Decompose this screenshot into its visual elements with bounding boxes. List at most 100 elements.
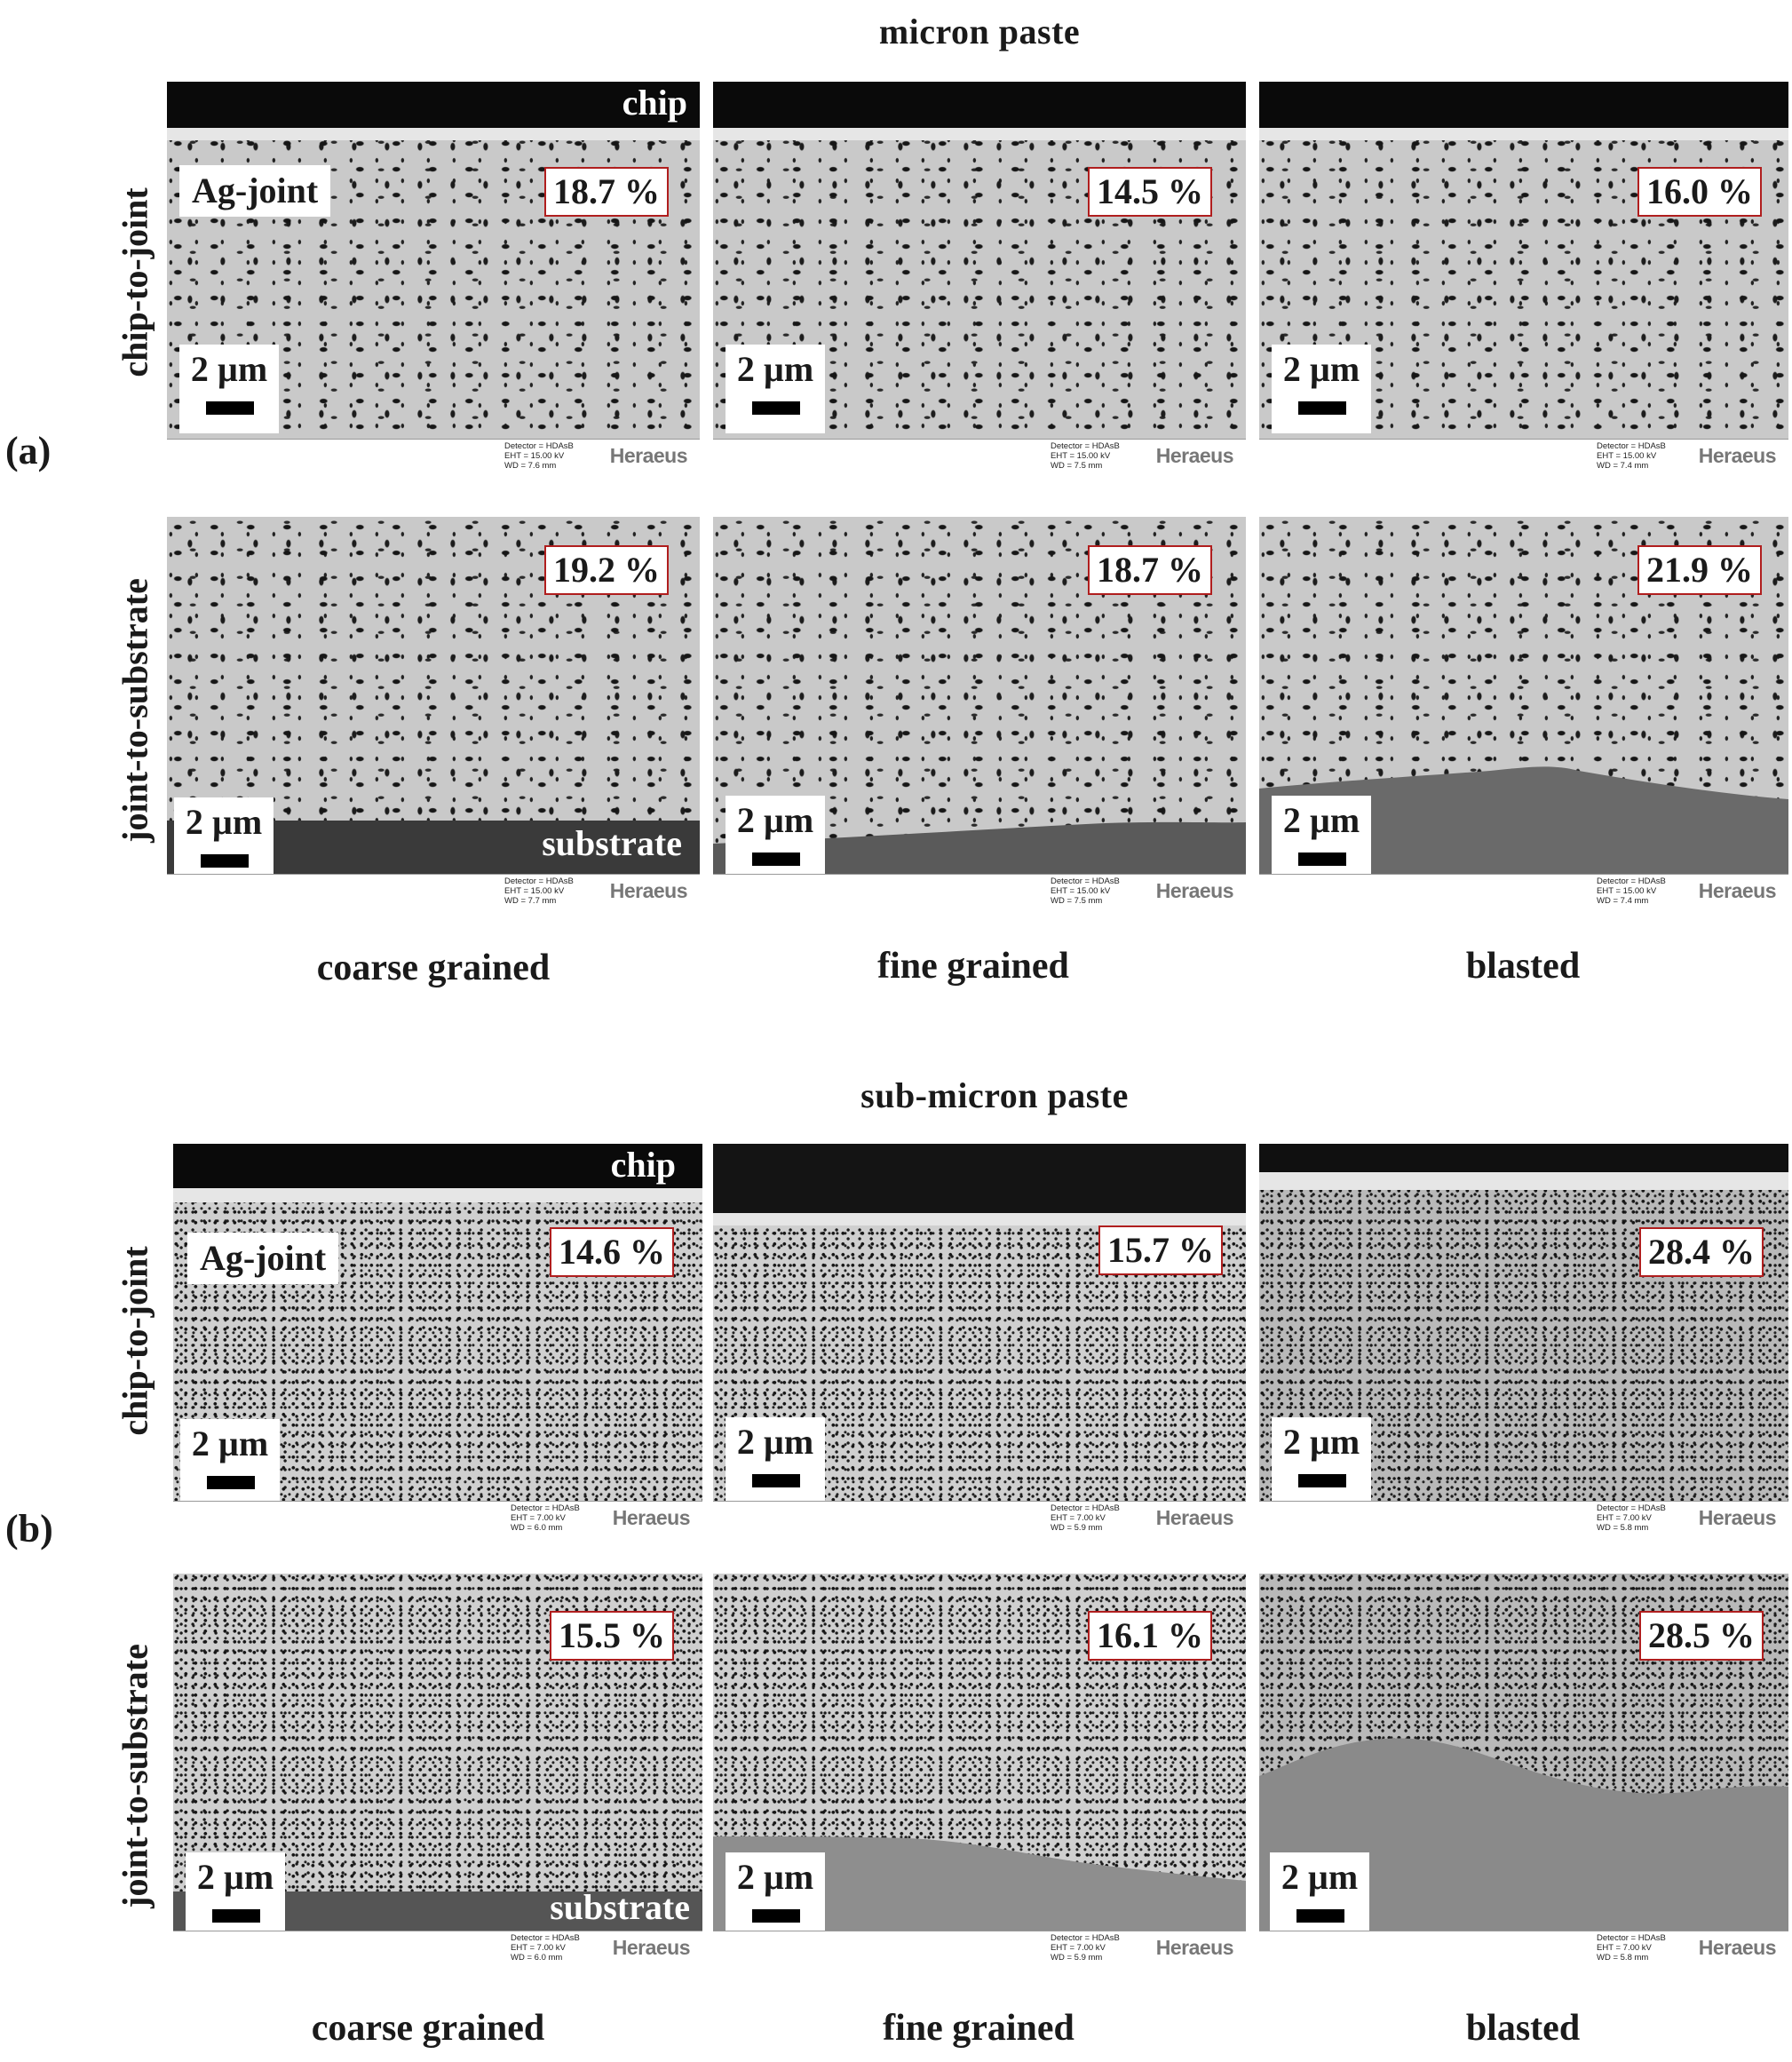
chip-layer — [1259, 1144, 1788, 1172]
ag-joint-label: Ag-joint — [187, 1233, 339, 1284]
scale-bar-label: 2 µm — [1282, 1422, 1360, 1462]
substrate-layer — [1259, 766, 1788, 874]
scale-bar-label: 2 µm — [190, 349, 268, 389]
heraeus-logo: Heraeus — [1698, 1506, 1777, 1529]
detector-info: Detector = HDAsB EHT = 15.00 kV WD = 7.5… — [1051, 876, 1120, 906]
detector-info: Detector = HDAsB EHT = 7.00 kV WD = 6.0 … — [511, 1933, 580, 1963]
substrate-label: substrate — [550, 1887, 690, 1927]
chip-layer — [167, 82, 700, 128]
scale-bar-line — [752, 1474, 800, 1487]
scale-bar-label: 2 µm — [736, 800, 814, 840]
porosity-badge: 21.9 % — [1637, 545, 1762, 595]
detector-info: Detector = HDAsB EHT = 7.00 kV WD = 5.8 … — [1597, 1933, 1666, 1963]
sem-panel-b-substrate-blasted: 28.5 % 2 µm Detector = HDAsB EHT = 7.00 … — [1259, 1574, 1788, 1974]
detector-info: Detector = HDAsB EHT = 7.00 kV WD = 5.9 … — [1051, 1933, 1120, 1963]
section-a-col-label-coarse: coarse grained — [316, 948, 551, 988]
sem-panel-a-substrate-fine: 18.7 % 2 µm Detector = HDAsB EHT = 15.00… — [713, 517, 1246, 917]
sem-info-footer: Detector = HDAsB EHT = 15.00 kV WD = 7.4… — [1259, 874, 1788, 917]
scale-bar: 2 µm — [186, 1852, 285, 1941]
sem-panel-a-chip-blasted: 16.0 % 2 µm Detector = HDAsB EHT = 15.00… — [1259, 82, 1788, 482]
sem-panel-a-chip-fine: 14.5 % 2 µm Detector = HDAsB EHT = 15.00… — [713, 82, 1246, 482]
heraeus-logo: Heraeus — [1155, 1936, 1234, 1959]
scale-bar-label: 2 µm — [736, 349, 814, 389]
section-a-panel-label: (a) — [5, 429, 52, 472]
sem-info-footer: Detector = HDAsB EHT = 7.00 kV WD = 5.9 … — [713, 1931, 1246, 1974]
scale-bar: 2 µm — [726, 345, 825, 433]
scale-bar: 2 µm — [726, 1417, 825, 1506]
chip-layer — [1259, 82, 1788, 128]
sem-panel-b-substrate-fine: 16.1 % 2 µm Detector = HDAsB EHT = 7.00 … — [713, 1574, 1246, 1974]
scale-bar: 2 µm — [1270, 1852, 1369, 1941]
sem-info-footer: Detector = HDAsB EHT = 7.00 kV WD = 6.0 … — [173, 1931, 702, 1974]
chip-layer — [173, 1144, 702, 1188]
chip-interface — [1259, 128, 1788, 140]
section-a-col-label-blasted: blasted — [1465, 946, 1581, 987]
scale-bar: 2 µm — [180, 1419, 280, 1508]
scale-bar-line — [207, 1476, 255, 1489]
section-a-row-label-joint-to-substrate: joint-to-substrate — [115, 578, 155, 843]
sem-image — [1259, 1144, 1788, 1501]
sem-panel-a-chip-coarse: chip Ag-joint 18.7 % 2 µm Detector = HDA… — [167, 82, 700, 482]
sem-info-footer: Detector = HDAsB EHT = 15.00 kV WD = 7.5… — [713, 439, 1246, 482]
substrate-layer — [713, 821, 1246, 874]
sem-panel-b-substrate-coarse: substrate 15.5 % 2 µm Detector = HDAsB E… — [173, 1574, 702, 1974]
section-b-col-label-coarse: coarse grained — [311, 2008, 545, 2049]
scale-bar-line — [752, 1909, 800, 1923]
section-b-col-label-blasted: blasted — [1465, 2008, 1581, 2049]
porosity-badge: 16.1 % — [1088, 1611, 1212, 1661]
detector-info: Detector = HDAsB EHT = 7.00 kV WD = 6.0 … — [511, 1503, 580, 1533]
scale-bar-label: 2 µm — [1281, 1857, 1359, 1897]
section-a-col-label-fine: fine grained — [877, 946, 1069, 987]
scale-bar-line — [206, 401, 254, 415]
sem-panel-b-chip-blasted: 28.4 % 2 µm Detector = HDAsB EHT = 7.00 … — [1259, 1144, 1788, 1544]
porosity-badge: 15.7 % — [1098, 1225, 1223, 1275]
section-b-col-label-fine: fine grained — [883, 2008, 1074, 2049]
detector-info: Detector = HDAsB EHT = 15.00 kV WD = 7.5… — [1051, 441, 1120, 471]
detector-info: Detector = HDAsB EHT = 7.00 kV WD = 5.8 … — [1597, 1503, 1666, 1533]
heraeus-logo: Heraeus — [1698, 444, 1777, 467]
scale-bar-line — [1296, 1909, 1344, 1923]
scale-bar-label: 2 µm — [736, 1422, 814, 1462]
heraeus-logo: Heraeus — [612, 1506, 691, 1529]
chip-interface — [173, 1188, 702, 1202]
section-b-row-label-joint-to-substrate: joint-to-substrate — [115, 1644, 155, 1908]
sem-info-footer: Detector = HDAsB EHT = 15.00 kV WD = 7.4… — [1259, 439, 1788, 482]
scale-bar: 2 µm — [1272, 1417, 1371, 1506]
section-b-row-label-chip-to-joint: chip-to-joint — [115, 1246, 155, 1436]
porosity-badge: 15.5 % — [550, 1611, 674, 1661]
scale-bar: 2 µm — [1272, 345, 1371, 433]
scale-bar: 2 µm — [179, 345, 279, 433]
porosity-badge: 16.0 % — [1637, 167, 1762, 217]
sem-panel-b-chip-fine: 15.7 % 2 µm Detector = HDAsB EHT = 7.00 … — [713, 1144, 1246, 1544]
sem-info-footer: Detector = HDAsB EHT = 7.00 kV WD = 5.8 … — [1259, 1931, 1788, 1974]
heraeus-logo: Heraeus — [1155, 444, 1234, 467]
scale-bar-line — [201, 854, 249, 868]
detector-info: Detector = HDAsB EHT = 15.00 kV WD = 7.7… — [504, 876, 574, 906]
heraeus-logo: Heraeus — [612, 1936, 691, 1959]
scale-bar-line — [1298, 401, 1346, 415]
substrate-label: substrate — [542, 823, 682, 863]
section-a-title: micron paste — [878, 12, 1081, 52]
heraeus-logo: Heraeus — [609, 444, 688, 467]
scale-bar: 2 µm — [726, 796, 825, 884]
heraeus-logo: Heraeus — [1698, 879, 1777, 902]
sem-panel-b-chip-coarse: chip Ag-joint 14.6 % 2 µm Detector = HDA… — [173, 1144, 702, 1544]
scale-bar-label: 2 µm — [1282, 349, 1360, 389]
porosity-badge: 18.7 % — [544, 167, 669, 217]
sem-panel-a-substrate-coarse: substrate 19.2 % 2 µm Detector = HDAsB E… — [167, 517, 700, 917]
porosity-badge: 14.5 % — [1088, 167, 1212, 217]
scale-bar-line — [1298, 853, 1346, 866]
scale-bar: 2 µm — [174, 797, 274, 886]
scale-bar-line — [1298, 1474, 1346, 1487]
detector-info: Detector = HDAsB EHT = 15.00 kV WD = 7.6… — [504, 441, 574, 471]
scale-bar: 2 µm — [726, 1852, 825, 1941]
ag-joint-label: Ag-joint — [179, 165, 331, 217]
heraeus-logo: Heraeus — [1698, 1936, 1777, 1959]
detector-info: Detector = HDAsB EHT = 7.00 kV WD = 5.9 … — [1051, 1503, 1120, 1533]
chip-interface — [713, 128, 1246, 140]
chip-interface — [1259, 1172, 1788, 1190]
section-b-panel-label: (b) — [5, 1507, 53, 1550]
porosity-badge: 19.2 % — [544, 545, 669, 595]
chip-layer — [713, 1144, 1246, 1213]
scale-bar-label: 2 µm — [191, 1424, 269, 1463]
